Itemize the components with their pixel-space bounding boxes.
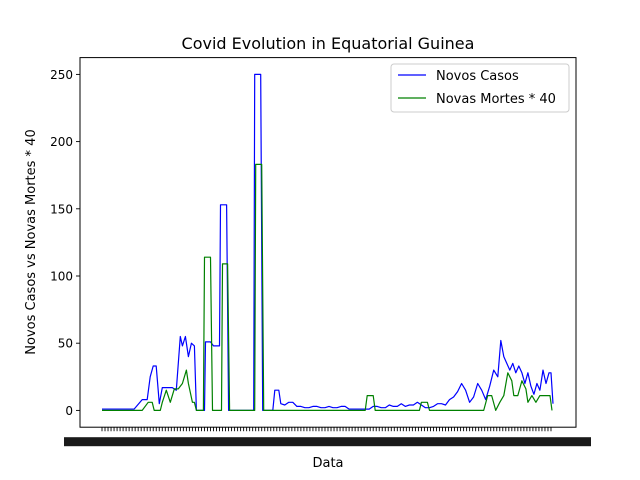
series-line-novas-mortes — [102, 163, 553, 411]
y-tick-label: 50 — [58, 337, 73, 351]
y-axis: 0 50 100 150 200 250 — [50, 68, 80, 418]
y-tick-label: 100 — [50, 270, 73, 284]
legend: Novos Casos Novas Mortes * 40 — [390, 63, 570, 113]
series-line-novos-casos — [102, 73, 554, 411]
x-axis-label: Data — [312, 456, 343, 471]
plot-area — [102, 73, 554, 411]
legend-label-novas-mortes: Novas Mortes * 40 — [436, 92, 556, 107]
y-tick-label: 0 — [65, 404, 73, 418]
legend-box — [390, 63, 570, 113]
x-tick-labels-overlapping — [64, 437, 591, 447]
y-tick-label: 250 — [50, 68, 73, 82]
x-axis — [64, 427, 591, 447]
y-tick-label: 150 — [50, 202, 73, 216]
chart-title: Covid Evolution in Equatorial Guinea — [182, 34, 475, 53]
legend-label-novos-casos: Novos Casos — [436, 69, 519, 84]
y-axis-label: Novos Casos vs Novas Mortes * 40 — [24, 129, 39, 354]
y-tick-label: 200 — [50, 135, 73, 149]
